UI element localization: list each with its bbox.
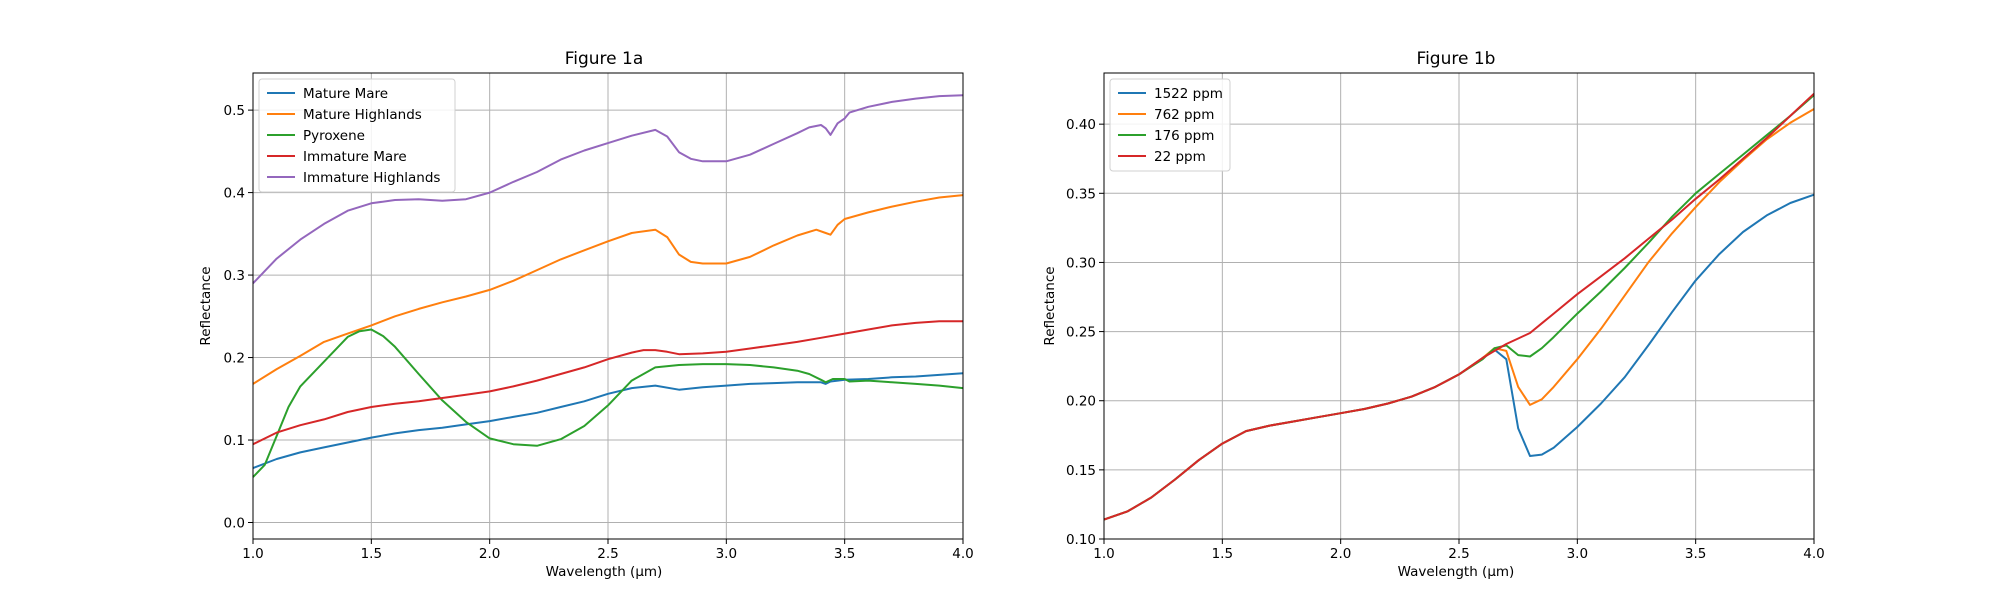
legend: Mature Mare Mature Highlands Pyroxene Immat… xyxy=(258,78,456,193)
y-tick-label: 0.15 xyxy=(1066,463,1096,479)
y-axis-label: Reflectance xyxy=(198,266,214,345)
series-line xyxy=(1103,92,1815,521)
legend-label: Mature Highlands xyxy=(303,107,422,123)
y-axis-label: Reflectance xyxy=(1042,266,1058,345)
chart-figure-1a: Figure 1a Wavelength (µm) Reflectance 1.… xyxy=(198,49,974,580)
legend-label: 22 ppm xyxy=(1154,149,1206,165)
x-tick-label: 2.0 xyxy=(479,546,500,562)
y-tick-label: 0.0 xyxy=(224,516,245,532)
y-tick-label: 0.5 xyxy=(224,103,245,119)
x-axis-label: Wavelength (µm) xyxy=(1398,564,1515,580)
y-tick-label: 0.3 xyxy=(224,268,245,284)
data-series xyxy=(1103,92,1815,521)
y-tick-label: 0.1 xyxy=(224,433,245,449)
legend-label: 762 ppm xyxy=(1154,107,1214,123)
chart-title: Figure 1b xyxy=(1417,49,1496,69)
x-tick-label: 2.5 xyxy=(1448,546,1469,562)
chart-figure-1b: Figure 1b Wavelength (µm) Reflectance 1.… xyxy=(1042,49,1825,580)
grid-lines xyxy=(252,73,964,539)
x-tick-label: 3.0 xyxy=(1567,546,1588,562)
x-tick-label: 4.0 xyxy=(952,546,973,562)
x-tick-label: 1.5 xyxy=(1212,546,1233,562)
legend-label: 176 ppm xyxy=(1154,128,1214,144)
series-line xyxy=(252,194,964,385)
y-tick-label: 0.30 xyxy=(1066,255,1096,271)
x-tick-label: 4.0 xyxy=(1803,546,1824,562)
x-tick-label: 3.5 xyxy=(1685,546,1706,562)
plot-frame xyxy=(1103,72,1815,540)
x-tick-label: 1.5 xyxy=(361,546,382,562)
y-tick-label: 0.35 xyxy=(1066,186,1096,202)
x-tick-label: 3.0 xyxy=(716,546,737,562)
series-line xyxy=(252,320,963,446)
y-tick-label: 0.10 xyxy=(1066,532,1096,548)
series-line xyxy=(252,94,964,284)
x-tick-label: 1.0 xyxy=(1093,546,1114,562)
data-series xyxy=(252,94,964,478)
legend-label: Mature Mare xyxy=(303,86,388,102)
series-line xyxy=(252,328,964,478)
y-tick-label: 0.4 xyxy=(224,186,245,202)
legend: 1522 ppm 762 ppm 176 ppm 22 ppm xyxy=(1109,78,1231,172)
x-tick-label: 2.0 xyxy=(1330,546,1351,562)
x-axis-label: Wavelength (µm) xyxy=(546,564,663,580)
y-tick-label: 0.25 xyxy=(1066,325,1096,341)
x-tick-label: 1.0 xyxy=(242,546,263,562)
axis-ticks: 1.0 1.5 2.0 2.5 3.0 3.5 4.0 0.10 0.15 0.20 0.25 0.3… xyxy=(1066,117,1825,562)
axis-ticks: 1.0 1.5 2.0 2.5 3.0 3.5 4.0 0.0 0.1 0.2 0.3 0.4 0.5 xyxy=(224,103,974,562)
y-tick-label: 0.40 xyxy=(1066,117,1096,133)
legend-label: Immature Mare xyxy=(303,149,407,165)
y-tick-label: 0.2 xyxy=(224,351,245,367)
x-tick-label: 3.5 xyxy=(834,546,855,562)
legend-box xyxy=(1109,78,1231,172)
y-tick-label: 0.20 xyxy=(1066,394,1096,410)
x-tick-label: 2.5 xyxy=(597,546,618,562)
legend-box xyxy=(258,78,456,193)
legend-label: Pyroxene xyxy=(303,128,365,144)
chart-title: Figure 1a xyxy=(565,49,644,69)
legend-label: 1522 ppm xyxy=(1154,86,1223,102)
legend-label: Immature Highlands xyxy=(303,170,440,186)
series-line xyxy=(252,372,964,470)
plot-frame xyxy=(252,72,964,540)
